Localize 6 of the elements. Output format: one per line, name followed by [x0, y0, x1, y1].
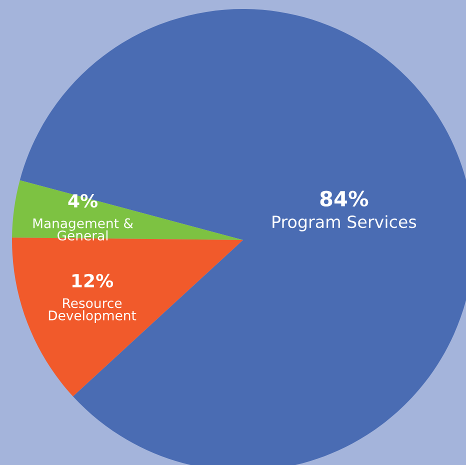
data-label: 84%	[320, 190, 368, 207]
data-label: 12%	[72, 274, 114, 288]
data-label: 4%	[68, 194, 98, 208]
slice-label: Resource Development	[48, 298, 136, 323]
slice-label: Program Services	[272, 215, 416, 232]
slice-label: Management & General	[33, 218, 134, 241]
